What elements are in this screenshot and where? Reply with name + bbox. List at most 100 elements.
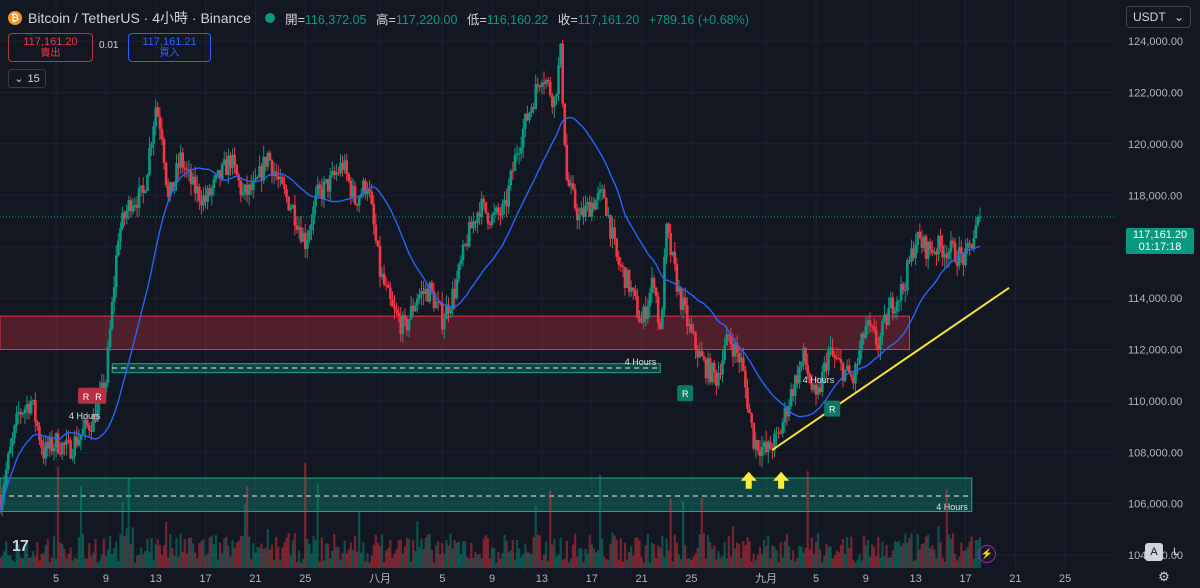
y-tick-label: 118,000.00 <box>1128 190 1182 202</box>
candle <box>225 152 228 176</box>
candle <box>110 297 114 332</box>
candle <box>432 282 436 312</box>
candle-body <box>860 333 863 351</box>
candle-body <box>754 440 758 449</box>
volume-bar <box>598 474 602 568</box>
candle <box>206 185 209 210</box>
candle-body <box>297 227 301 230</box>
candle <box>328 168 332 202</box>
candle <box>395 302 398 316</box>
volume-bar <box>459 554 463 568</box>
candle <box>532 102 535 114</box>
candle <box>636 288 639 319</box>
volume-bar <box>609 543 612 568</box>
y-tick-label: 108,000.00 <box>1128 447 1183 459</box>
candle-body <box>521 128 525 148</box>
candle <box>874 320 878 351</box>
trendline <box>771 287 1010 451</box>
candle-body <box>889 297 893 308</box>
interval-toggle[interactable]: ⌄ 15 <box>8 69 46 88</box>
gear-icon[interactable]: ⚙ <box>1158 569 1170 584</box>
candle-body <box>482 198 486 203</box>
candle <box>692 323 695 335</box>
candle-body <box>465 243 469 247</box>
candle-body <box>69 440 72 459</box>
candle-body <box>953 242 957 263</box>
candle <box>781 418 785 438</box>
volume-bar <box>277 546 280 568</box>
high-label: 高= <box>376 12 396 27</box>
volume-bar <box>196 557 199 568</box>
volume-bar <box>289 555 292 568</box>
candle-body <box>125 211 128 219</box>
candle <box>615 237 618 261</box>
candle <box>208 183 212 198</box>
volume-bar <box>628 552 631 568</box>
candle <box>343 153 346 174</box>
volume-bar <box>833 555 836 568</box>
candle <box>139 185 143 197</box>
tradingview-logo[interactable]: 17 <box>12 538 29 555</box>
lightning-icon[interactable]: ⚡ <box>978 545 996 563</box>
candle <box>193 166 197 202</box>
volume-bar <box>621 561 625 568</box>
candle <box>671 251 675 257</box>
x-tick-label: 13 <box>150 573 162 585</box>
candle <box>416 293 419 313</box>
candle-body <box>557 65 560 95</box>
candle <box>912 241 915 261</box>
volume-bar <box>802 552 805 568</box>
candle <box>413 302 417 313</box>
candle <box>688 318 691 334</box>
volume-bar <box>264 547 267 568</box>
candle-body <box>962 253 965 266</box>
candle-body <box>818 387 822 393</box>
candle <box>31 399 35 405</box>
candle <box>617 250 621 271</box>
sell-button[interactable]: 117,161.20 賣出 <box>8 33 93 62</box>
x-tick-label: 5 <box>53 573 59 585</box>
candle-body <box>561 43 564 104</box>
volume-bar <box>25 540 29 568</box>
auto-scale-button[interactable]: A <box>1145 543 1163 561</box>
candle <box>13 424 16 444</box>
volume-bar <box>131 527 134 568</box>
currency-selector[interactable]: USDT ⌄ <box>1126 6 1191 28</box>
candle <box>283 176 286 195</box>
candle-body <box>67 439 70 441</box>
candle-body <box>249 184 253 191</box>
sell-label: 賣出 <box>40 47 61 59</box>
candle-body <box>185 168 189 170</box>
volume-bar <box>607 560 610 568</box>
volume-bar <box>229 556 232 568</box>
volume-bar <box>974 540 977 568</box>
signal-marker-box <box>677 385 694 402</box>
candle-body <box>791 389 795 396</box>
volume-bar <box>738 544 741 568</box>
candle <box>964 239 967 268</box>
volume-bar <box>762 539 766 568</box>
candle-body <box>872 326 876 331</box>
volume-bar <box>559 537 562 568</box>
volume-bar <box>555 556 558 568</box>
volume-bar <box>547 560 550 568</box>
volume-bar <box>684 544 687 568</box>
signal-marker: R <box>824 400 841 417</box>
volume-bar <box>810 537 813 568</box>
ohlc-readout: 開=116,372.05 高=117,220.00 低=116,160.22 收… <box>285 9 749 28</box>
buy-button[interactable]: 117,161.21 買入 <box>128 33 211 62</box>
candle-body <box>320 188 324 199</box>
candle <box>719 363 722 380</box>
candle-body <box>519 147 523 154</box>
volume-bar <box>21 558 24 568</box>
candle <box>353 181 357 206</box>
symbol-title[interactable]: Bitcoin / TetherUS · 4小時 · Binance <box>28 10 252 26</box>
market-status-icon[interactable] <box>265 13 276 23</box>
volume-bar <box>61 543 64 568</box>
volume-bar <box>717 551 720 568</box>
volume-bar <box>588 535 591 568</box>
log-scale-button[interactable]: L <box>1172 546 1180 558</box>
volume-bar <box>13 561 16 568</box>
candle-body <box>910 248 913 262</box>
